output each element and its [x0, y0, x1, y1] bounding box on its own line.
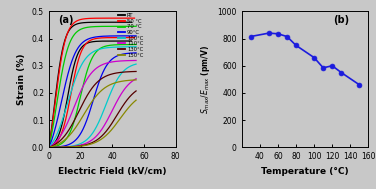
- Text: (b): (b): [333, 15, 349, 26]
- Legend: RT, 50 °C, 70 °C, 90°C, 100°C, 110°C, 130°C, 150°C: RT, 50 °C, 70 °C, 90°C, 100°C, 110°C, 13…: [117, 13, 144, 58]
- Text: (a): (a): [58, 15, 73, 26]
- X-axis label: Electric Field (kV/cm): Electric Field (kV/cm): [58, 167, 167, 176]
- Y-axis label: $S_{max}/E_{max}$ (pm/V): $S_{max}/E_{max}$ (pm/V): [199, 45, 212, 114]
- Y-axis label: Strain (%): Strain (%): [17, 54, 26, 105]
- X-axis label: Temperature (°C): Temperature (°C): [261, 167, 349, 176]
